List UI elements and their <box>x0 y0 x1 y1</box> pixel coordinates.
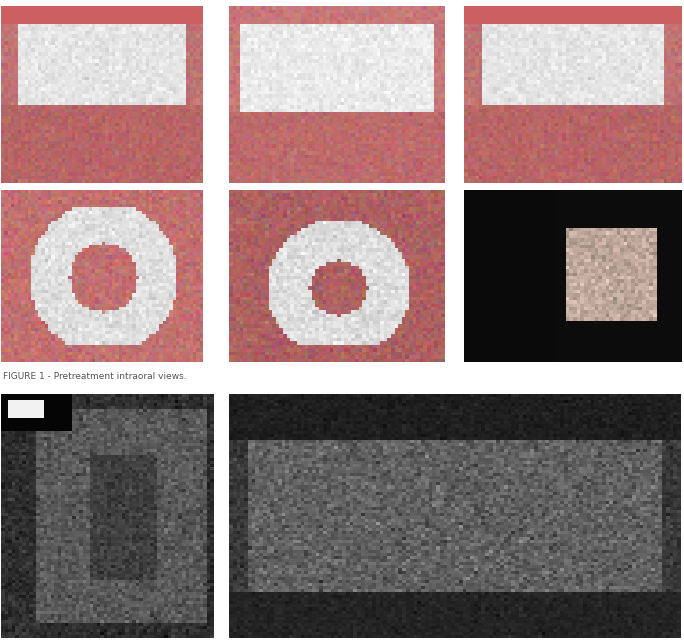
Text: FIGURE 1 - Pretreatment intraoral views.: FIGURE 1 - Pretreatment intraoral views. <box>3 372 187 381</box>
